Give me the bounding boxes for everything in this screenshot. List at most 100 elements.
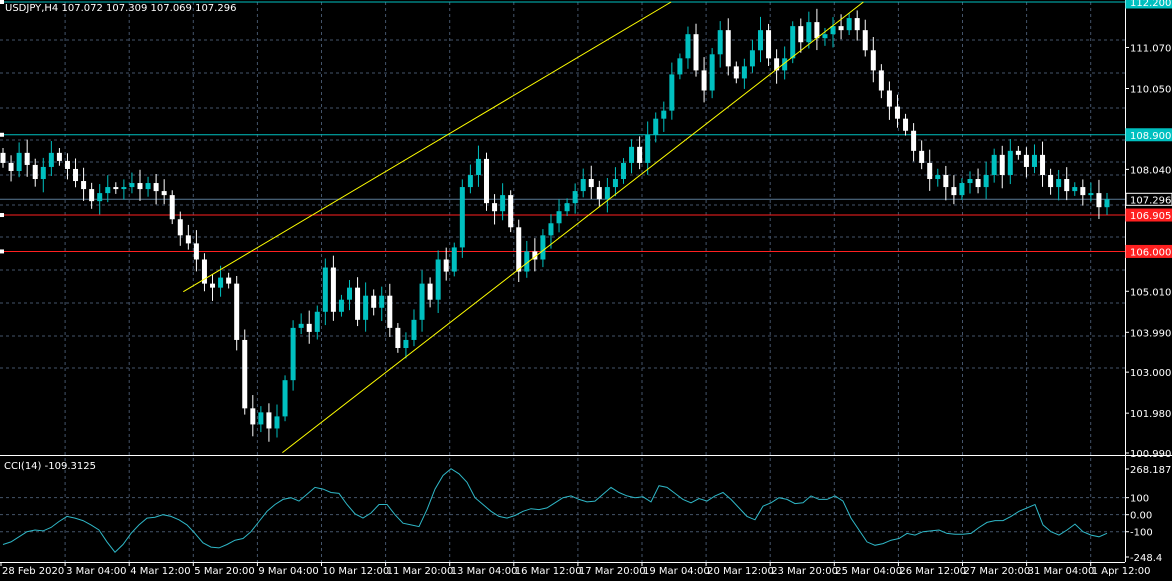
time-label: 4 Mar 12:00: [130, 566, 190, 577]
candle-body: [484, 158, 490, 204]
candle-body: [677, 58, 683, 75]
candle-body: [653, 118, 659, 135]
candle-body: [766, 30, 772, 59]
level-marker: [0, 249, 4, 254]
candle-body: [927, 162, 933, 180]
price-level-tag: [1125, 0, 1172, 9]
candle-body: [266, 412, 272, 429]
time-label: 31 Mar 04:00: [1028, 566, 1095, 577]
time-label: 10 Mar 12:00: [323, 566, 390, 577]
candle-body: [943, 174, 949, 188]
candle-body: [89, 189, 95, 202]
candle-body: [0, 152, 6, 163]
candle-body: [459, 187, 465, 248]
candle-body: [443, 259, 449, 272]
candle-body: [105, 187, 111, 194]
candle-body: [620, 162, 626, 180]
candle-body: [967, 179, 973, 184]
candle-body: [185, 235, 191, 244]
candle-body: [56, 152, 62, 161]
candle-body: [822, 34, 828, 39]
candle-body: [387, 295, 393, 328]
candle-body: [548, 223, 554, 236]
candle-body: [983, 174, 989, 188]
candle-body: [524, 251, 530, 272]
candle-body: [862, 30, 868, 51]
channel-line: [183, 1, 672, 293]
candle-body: [274, 416, 280, 429]
candle-body: [604, 187, 610, 200]
candle-body: [250, 408, 256, 425]
candle-body: [161, 191, 167, 196]
candle-body: [1080, 187, 1086, 196]
price-level-tag-label: 112.200: [1130, 0, 1171, 9]
time-label: 19 Mar 04:00: [643, 566, 710, 577]
price-axis: 112.200 111.070 110.050 108.900 108.040 107.2…: [0, 0, 1172, 564]
candle-body: [709, 54, 715, 91]
candle-body: [32, 164, 38, 180]
candle-body: [846, 18, 852, 31]
price-level-tag-label: 106.000: [1130, 247, 1171, 258]
candle-body: [629, 146, 635, 163]
candle-body: [886, 90, 892, 107]
time-label: 23 Mar 20:00: [771, 566, 838, 577]
candle-body: [717, 30, 723, 55]
candle-body: [701, 70, 707, 91]
candle-body: [419, 283, 425, 320]
candle-body: [435, 259, 441, 300]
candle-body: [64, 160, 70, 169]
candle-body: [467, 174, 473, 188]
candle-body: [749, 50, 755, 67]
candle-body: [1007, 150, 1013, 175]
candle-body: [492, 203, 498, 212]
candle-body: [894, 106, 900, 119]
candle-body: [81, 181, 87, 190]
price-level-tag-label: 108.900: [1130, 131, 1171, 142]
time-label: 25 Mar 04:00: [835, 566, 902, 577]
candle-body: [854, 18, 860, 31]
candle-body: [153, 183, 159, 192]
candle-body: [1064, 179, 1070, 192]
time-label: 16 Mar 12:00: [515, 566, 582, 577]
candle-body: [24, 152, 30, 165]
candle-body: [991, 154, 997, 175]
price-tick-label: 103.990: [1130, 328, 1171, 339]
candle-body: [338, 299, 344, 312]
time-label: 28 Feb 2020: [2, 566, 64, 577]
candle-body: [8, 162, 14, 171]
time-label: 1 Apr 12:00: [1092, 566, 1151, 577]
level-marker: [0, 213, 4, 218]
candle-body: [951, 187, 957, 196]
trend-channel: [183, 1, 864, 453]
candle-body: [999, 154, 1005, 175]
candle-body: [1015, 150, 1021, 155]
time-label: 13 Mar 04:00: [451, 566, 518, 577]
candle-body: [177, 219, 183, 236]
candle-body: [782, 58, 788, 71]
candle-body: [1048, 174, 1054, 188]
price-level-tag: [1125, 244, 1172, 258]
candle-body: [572, 191, 578, 204]
time-label: 17 Mar 20:00: [579, 566, 646, 577]
candle-body: [935, 174, 941, 180]
candle-body: [210, 283, 216, 288]
candle-body: [508, 195, 514, 228]
candle-body: [258, 412, 264, 425]
candle-body: [226, 277, 232, 284]
candle-body: [790, 26, 796, 59]
candle-body: [242, 339, 248, 409]
candle-body: [290, 327, 296, 381]
candle-body: [870, 50, 876, 71]
candle-body: [1104, 199, 1110, 208]
candle-body: [733, 66, 739, 79]
time-axis: 28 Feb 2020 3 Mar 04:00 4 Mar 12:00 5 Mar 2…: [0, 562, 1151, 577]
candle-body: [1040, 154, 1046, 175]
time-label: 20 Mar 12:00: [707, 566, 774, 577]
candle-body: [282, 380, 288, 417]
time-label: 26 Mar 12:00: [899, 566, 966, 577]
candle-body: [1088, 193, 1094, 196]
candle-body: [1031, 154, 1037, 167]
indicator-label: CCI(14) -109.3125: [4, 461, 96, 472]
